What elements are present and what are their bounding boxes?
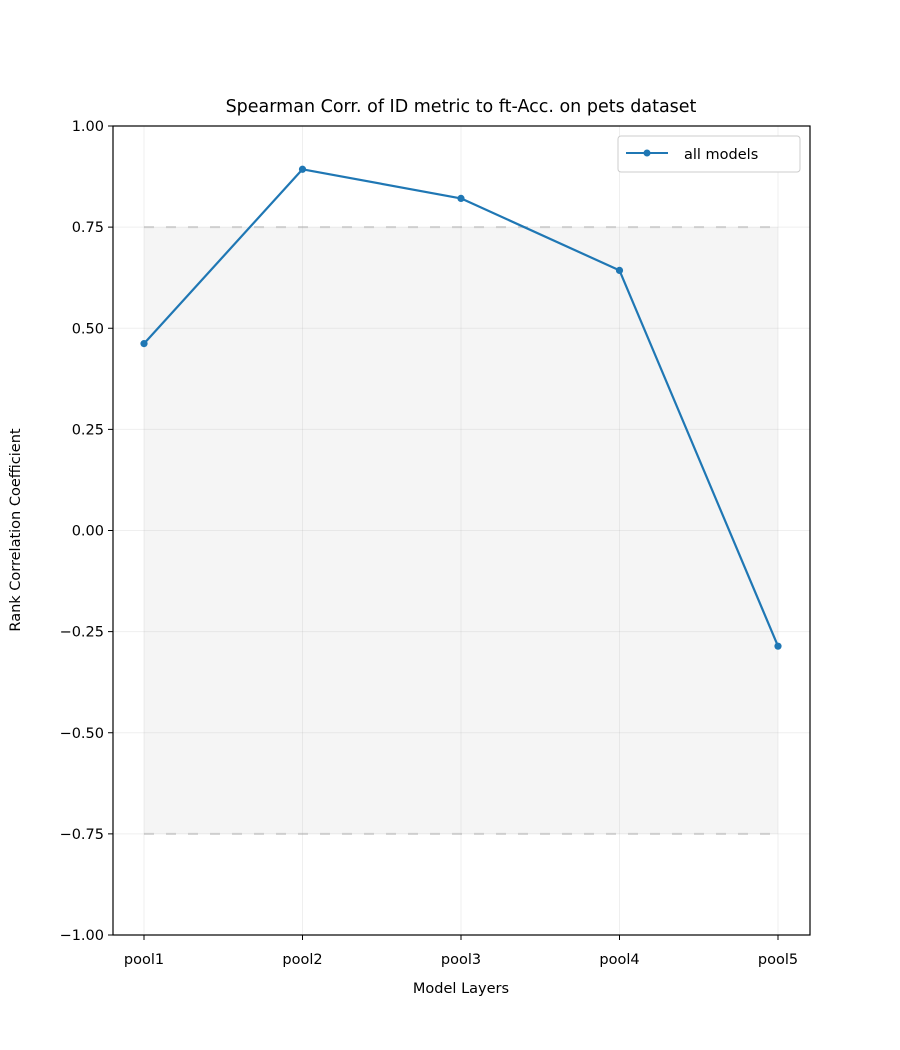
y-tick-label: 0.75	[72, 220, 104, 236]
legend: all models	[617, 135, 801, 173]
y-tick-label: 0.00	[72, 524, 104, 540]
x-tick-label: pool4	[599, 952, 639, 968]
y-tick-label: −0.75	[60, 827, 104, 843]
y-tick-label: −1.00	[60, 928, 104, 944]
shaded-band	[144, 226, 778, 835]
x-tick-label: pool1	[124, 952, 164, 968]
legend-marker-icon	[643, 149, 651, 157]
series-all-models	[140, 165, 782, 650]
y-tick-label: 0.50	[72, 321, 104, 337]
data-point	[615, 266, 624, 275]
x-axis: pool1 pool2 pool3 pool4 pool5	[124, 935, 798, 968]
y-axis: −1.00 −0.75 −0.50 −0.25 0.00 0.25 0.50 0.75 1.00	[60, 119, 113, 944]
x-tick-label: pool2	[282, 952, 322, 968]
x-axis-label: Model Layers	[413, 981, 509, 997]
shaded-band-fill	[144, 227, 778, 834]
y-tick-label: −0.50	[60, 726, 104, 742]
y-tick-label: −0.25	[60, 625, 104, 641]
data-point	[774, 642, 782, 650]
data-point	[298, 165, 307, 173]
y-tick-label: 0.25	[72, 422, 104, 438]
data-point	[140, 340, 148, 348]
chart-title: Spearman Corr. of ID metric to ft-Acc. o…	[226, 97, 697, 117]
x-tick-label: pool5	[758, 952, 798, 968]
x-tick-label: pool3	[441, 952, 481, 968]
data-point	[457, 194, 465, 203]
y-axis-label: Rank Correlation Coefficient	[8, 428, 24, 631]
y-tick-label: 1.00	[72, 119, 104, 135]
legend-label: all models	[684, 147, 758, 163]
legend-box	[617, 135, 801, 173]
